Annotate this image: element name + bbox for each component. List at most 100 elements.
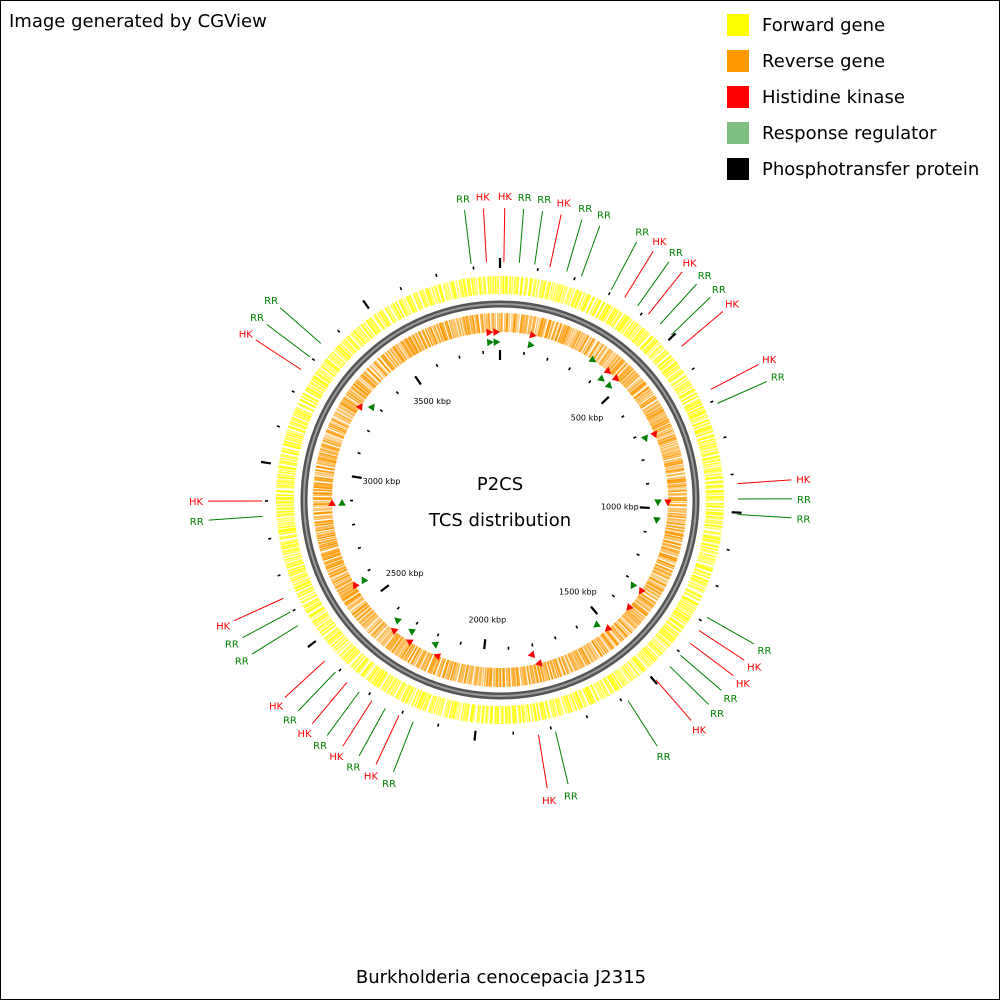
reverse-gene-mark — [364, 370, 380, 385]
forward-gene-mark — [661, 626, 677, 640]
forward-gene-mark — [472, 704, 477, 723]
reverse-gene-mark — [574, 650, 585, 668]
reverse-gene-mark — [620, 370, 636, 385]
reverse-gene-mark — [315, 526, 335, 532]
reverse-gene-mark — [649, 575, 667, 586]
reverse-gene-mark — [667, 512, 687, 516]
reverse-gene-mark — [368, 365, 384, 381]
forward-gene-mark — [350, 653, 364, 669]
forward-gene-mark — [282, 443, 301, 450]
organism-caption: Burkholderia cenocepacia J2315 — [355, 967, 647, 988]
forward-gene-mark — [334, 638, 349, 653]
forward-gene-mark — [280, 540, 299, 546]
reverse-gene-mark — [653, 566, 672, 576]
minor-tick-outer — [710, 400, 714, 404]
reverse-gene-mark — [390, 636, 404, 653]
reverse-gene-mark — [624, 611, 640, 626]
reverse-gene-mark — [583, 645, 595, 663]
minor-tick-inner — [568, 367, 571, 371]
forward-gene-mark — [652, 637, 667, 651]
forward-gene-mark — [680, 392, 698, 403]
reverse-gene-mark — [621, 371, 637, 386]
reverse-gene-mark — [388, 634, 402, 652]
reverse-gene-mark — [447, 661, 455, 680]
forward-gene-mark — [341, 340, 356, 355]
response-regulator-marker — [493, 338, 501, 346]
reverse-gene-mark — [576, 333, 588, 352]
forward-gene-mark — [361, 661, 374, 677]
forward-gene-mark — [701, 539, 720, 545]
forward-gene-mark — [526, 704, 531, 723]
forward-gene-mark — [613, 671, 625, 687]
minor-tick-inner — [396, 606, 400, 610]
reverse-gene-mark — [552, 659, 560, 678]
forward-gene-mark — [445, 699, 452, 718]
histidine-kinase-marker — [535, 659, 543, 667]
response-regulator-marker — [431, 641, 440, 649]
forward-gene-mark — [644, 645, 659, 660]
minor-tick-inner — [621, 415, 625, 419]
reverse-gene-mark — [331, 418, 349, 429]
forward-gene-mark — [673, 379, 690, 391]
reverse-gene-mark — [345, 594, 362, 607]
forward-gene-mark — [352, 655, 366, 670]
forward-gene-mark — [634, 329, 648, 345]
rr-callout-line — [706, 616, 755, 645]
reverse-gene-mark — [620, 615, 636, 630]
major-tick-outer — [667, 332, 677, 342]
minor-tick-outer — [639, 312, 643, 316]
forward-gene-mark — [304, 600, 322, 612]
forward-gene-mark — [614, 313, 626, 330]
legend-label-reverse-gene: Reverse gene — [762, 50, 886, 72]
hk-callout-label: HK — [476, 192, 491, 203]
forward-gene-mark — [296, 586, 314, 596]
legend-item-response-regulator: Response regulator — [727, 115, 979, 151]
forward-gene-mark — [422, 693, 430, 711]
reverse-gene-mark — [645, 582, 663, 594]
reverse-gene-mark — [584, 644, 596, 662]
forward-gene-mark — [414, 292, 423, 310]
reverse-gene-mark — [323, 437, 342, 446]
reverse-gene-mark — [314, 473, 334, 478]
forward-gene-mark — [691, 574, 710, 583]
forward-gene-mark — [516, 276, 520, 295]
forward-gene-mark — [419, 692, 428, 710]
forward-gene-mark — [285, 558, 304, 566]
forward-gene-mark — [563, 287, 572, 305]
hk-callout-label: HK — [189, 497, 204, 508]
reverse-gene-mark — [316, 462, 336, 468]
forward-gene-mark — [685, 588, 703, 599]
forward-gene-mark — [295, 583, 313, 592]
forward-gene-mark — [508, 705, 511, 724]
reverse-gene-mark — [588, 641, 601, 659]
reverse-gene-mark — [393, 637, 406, 655]
reverse-gene-mark — [521, 666, 526, 686]
histidine-kinase-marker — [664, 499, 672, 507]
legend-swatch-reverse-gene — [727, 50, 749, 72]
forward-gene-mark — [318, 367, 334, 380]
reverse-gene-mark — [380, 628, 394, 645]
rr-callout-label: RR — [283, 716, 297, 727]
reverse-gene-mark — [653, 424, 672, 434]
forward-gene-mark — [442, 283, 449, 301]
forward-gene-mark — [350, 331, 365, 347]
reverse-gene-mark — [531, 316, 537, 336]
rr-callout-line — [566, 219, 583, 272]
forward-gene-mark — [345, 336, 360, 351]
reverse-gene-mark — [645, 406, 663, 418]
reverse-gene-mark — [354, 605, 371, 619]
forward-gene-mark — [415, 291, 424, 310]
reverse-gene-mark — [366, 367, 382, 383]
reverse-gene-mark — [638, 593, 656, 606]
reverse-gene-mark — [313, 485, 333, 489]
tick-label: 1000 kbp — [601, 502, 639, 511]
reverse-gene-mark — [637, 595, 654, 608]
reverse-gene-mark — [418, 330, 429, 349]
reverse-gene-mark — [573, 332, 584, 350]
hk-callout-label: HK — [216, 622, 231, 633]
forward-gene-mark — [378, 311, 390, 328]
reverse-gene-mark — [477, 666, 482, 686]
reverse-gene-mark — [485, 313, 489, 333]
reverse-gene-mark — [659, 442, 679, 450]
reverse-gene-mark — [475, 666, 480, 686]
